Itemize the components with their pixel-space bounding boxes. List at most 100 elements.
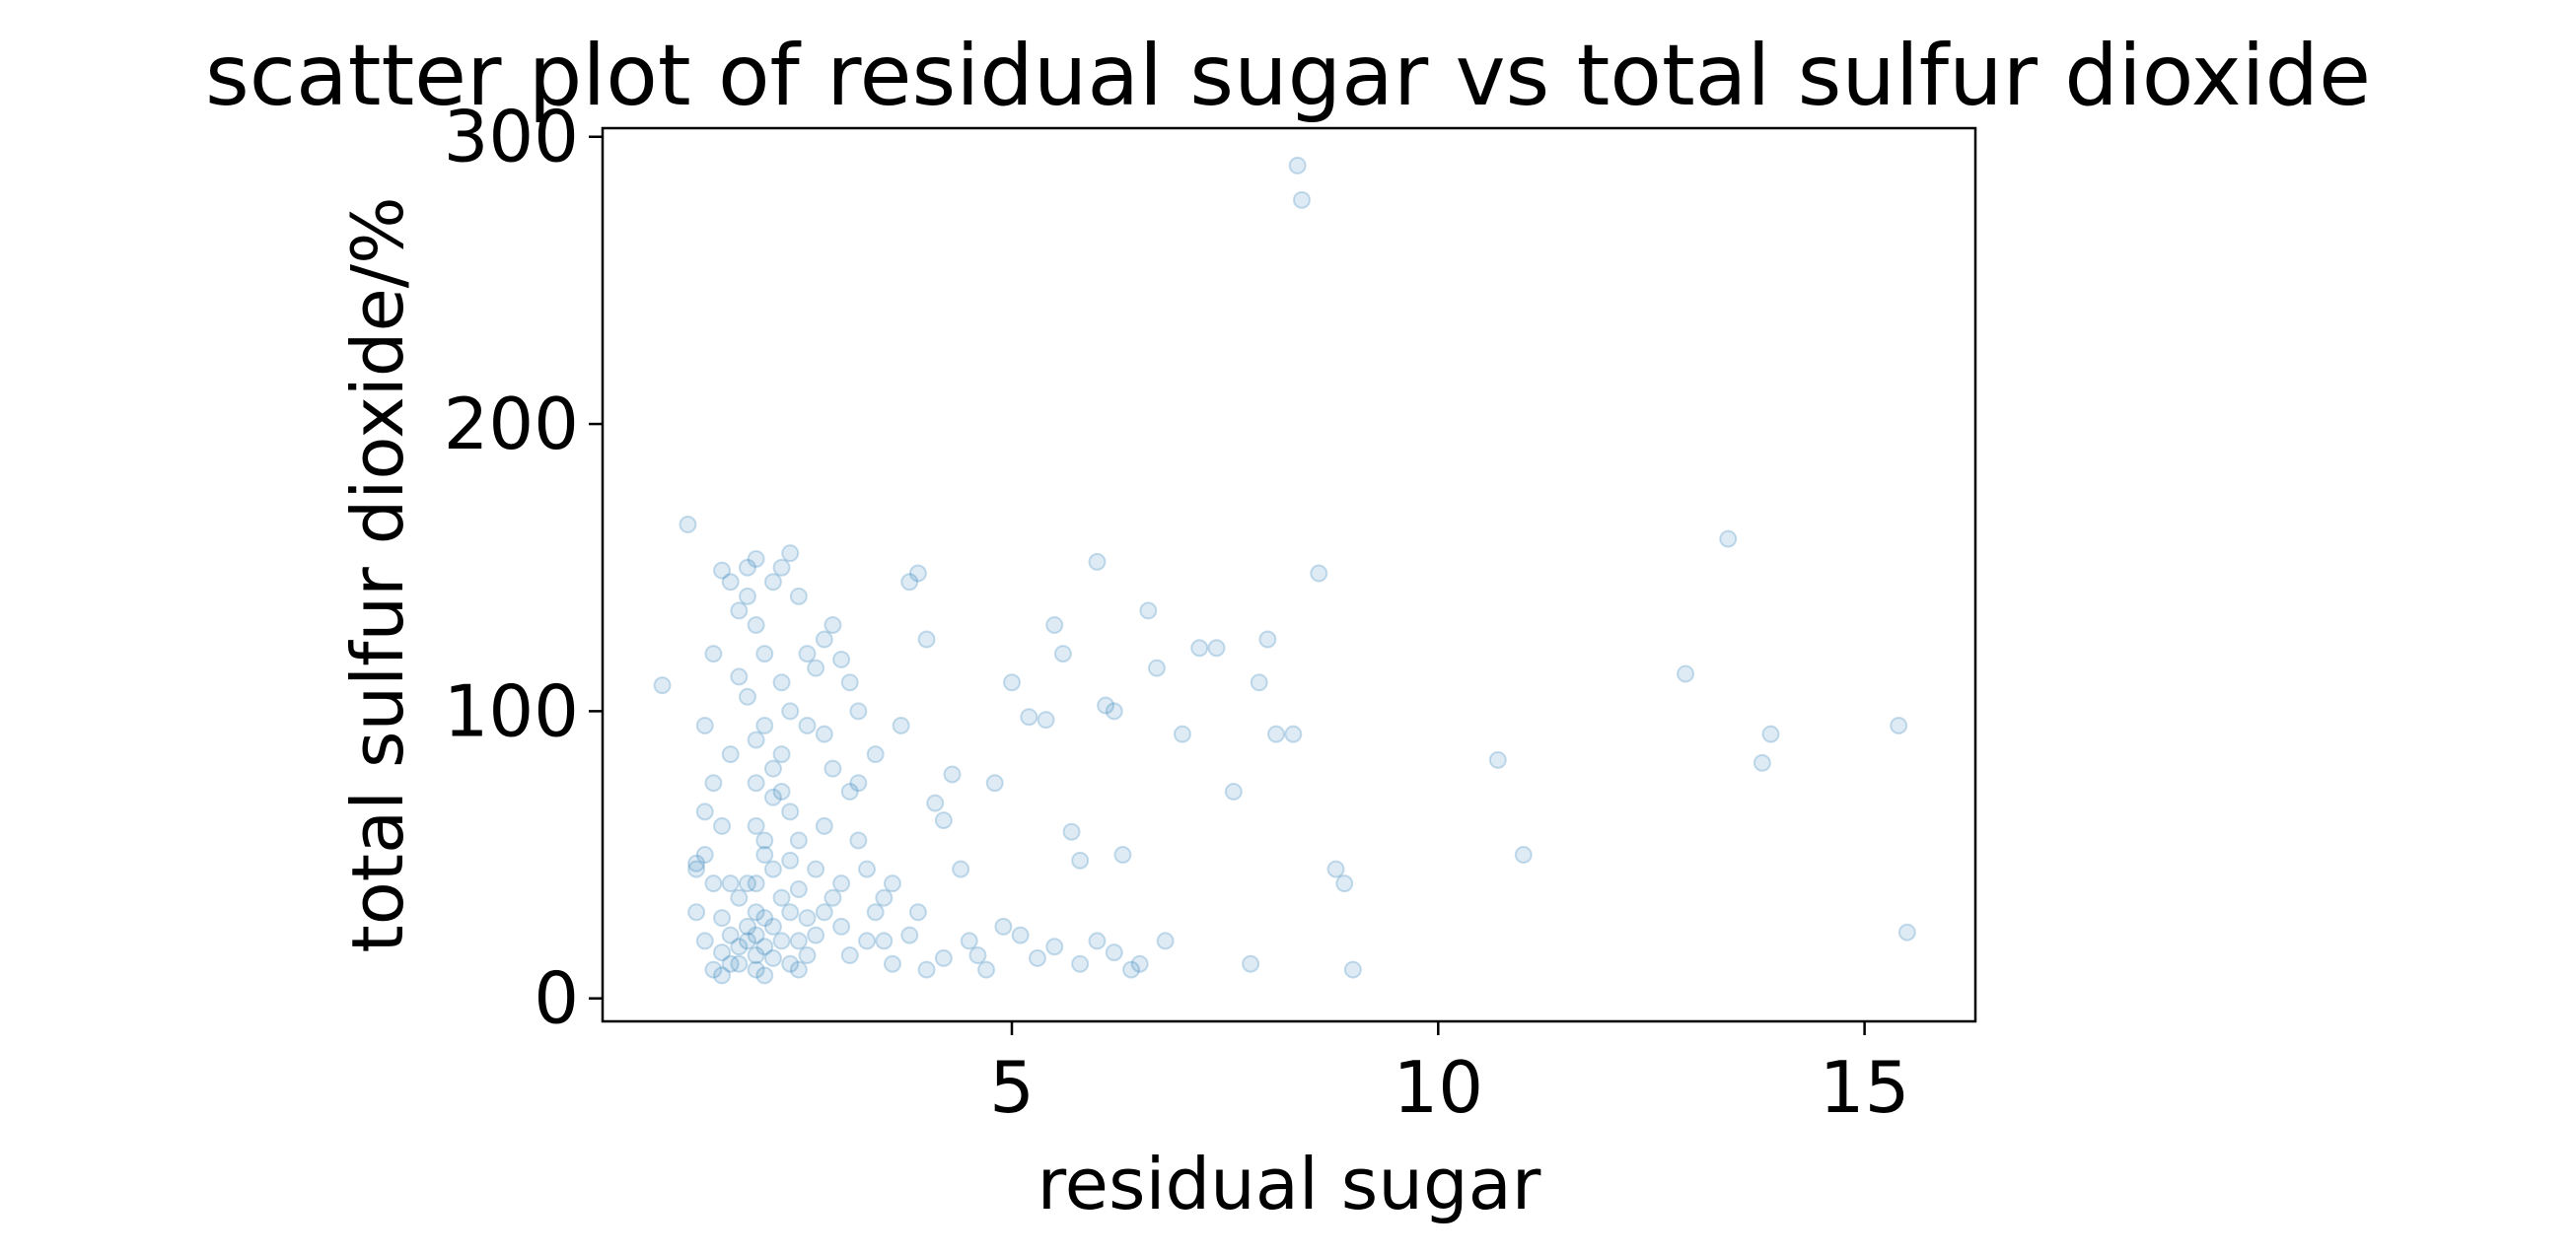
x-tick-label: 10 xyxy=(1393,1046,1483,1129)
scatter-point xyxy=(763,788,782,806)
scatter-point xyxy=(704,774,723,793)
scatter-point xyxy=(1897,923,1916,942)
scatter-point xyxy=(730,667,749,686)
y-tick-label: 100 xyxy=(444,669,579,752)
scatter-point xyxy=(840,782,859,801)
scatter-point xyxy=(798,716,817,734)
scatter-point xyxy=(815,903,833,922)
scatter-point xyxy=(1045,938,1064,956)
scatter-point xyxy=(798,909,817,928)
scatter-point xyxy=(840,945,859,964)
x-tick-label: 15 xyxy=(1820,1046,1910,1129)
scatter-point xyxy=(807,659,825,677)
scatter-point xyxy=(1037,711,1055,730)
scatter-point xyxy=(1045,615,1064,634)
scatter-point xyxy=(747,731,765,749)
scatter-point xyxy=(832,917,851,936)
scatter-point xyxy=(713,816,732,835)
scatter-point xyxy=(704,874,723,893)
scatter-point xyxy=(832,650,851,668)
scatter-point xyxy=(747,549,765,568)
scatter-point xyxy=(1147,659,1166,677)
scatter-point xyxy=(747,926,765,944)
scatter-point xyxy=(738,917,756,936)
scatter-point xyxy=(883,954,901,973)
scatter-point xyxy=(1011,926,1030,944)
scatter-point xyxy=(747,816,765,835)
scatter-point xyxy=(755,716,774,734)
scatter-point xyxy=(730,888,749,907)
scatter-point xyxy=(755,938,774,956)
scatter-point xyxy=(1130,954,1149,973)
scatter-point xyxy=(1139,601,1158,620)
scatter-point xyxy=(849,774,868,793)
scatter-point xyxy=(900,926,919,944)
scatter-point xyxy=(721,874,740,893)
x-axis: 5 10 15 xyxy=(989,1021,1909,1129)
scatter-point xyxy=(815,630,833,649)
scatter-point xyxy=(849,831,868,850)
scatter-point xyxy=(832,874,851,893)
scatter-point xyxy=(772,888,791,907)
scatter-point xyxy=(1071,851,1090,870)
scatter-point xyxy=(781,954,800,973)
scatter-point xyxy=(1105,943,1123,962)
scatter-point xyxy=(1105,702,1123,721)
scatter-point xyxy=(687,860,706,878)
scatter-point xyxy=(1677,664,1695,683)
scatter-point xyxy=(798,945,817,964)
scatter-point xyxy=(1288,156,1307,174)
scatter-point xyxy=(1020,708,1038,727)
points-layer xyxy=(653,156,1916,985)
scatter-point xyxy=(1122,960,1141,979)
scatter-point xyxy=(755,966,774,985)
scatter-point xyxy=(747,874,765,893)
scatter-point xyxy=(900,573,919,592)
scatter-point xyxy=(968,945,987,964)
scatter-point xyxy=(1173,725,1191,743)
scatter-point xyxy=(952,860,970,878)
scatter-point xyxy=(713,561,732,580)
scatter-point xyxy=(1097,696,1115,715)
scatter-point xyxy=(755,909,774,928)
scatter-point xyxy=(730,954,749,973)
scatter-point xyxy=(704,960,723,979)
scatter-point xyxy=(926,794,945,812)
scatter-point xyxy=(695,846,714,865)
scatter-point xyxy=(1326,860,1345,878)
scatter-point xyxy=(1267,725,1286,743)
scatter-point xyxy=(738,558,756,577)
scatter-point xyxy=(1488,750,1507,769)
scatter-point xyxy=(807,860,825,878)
scatter-point xyxy=(1719,529,1738,548)
scatter-point xyxy=(789,932,808,950)
scatter-point xyxy=(730,938,749,956)
scatter-point xyxy=(815,725,833,743)
scatter-point xyxy=(763,759,782,778)
scatter-point xyxy=(1113,846,1132,865)
scatter-point xyxy=(713,909,732,928)
scatter-point xyxy=(1250,673,1268,692)
scatter-point xyxy=(763,573,782,592)
scatter-point xyxy=(1053,645,1072,663)
scatter-point xyxy=(772,558,791,577)
scatter-point xyxy=(781,802,800,821)
scatter-point xyxy=(721,954,740,973)
scatter-point xyxy=(866,745,885,764)
scatter-point xyxy=(755,846,774,865)
scatter-point xyxy=(738,874,756,893)
scatter-point xyxy=(858,932,877,950)
scatter-point xyxy=(1190,639,1209,658)
scatter-point xyxy=(747,615,765,634)
scatter-point xyxy=(1292,190,1311,209)
scatter-point xyxy=(781,544,800,563)
scatter-point xyxy=(934,811,953,830)
scatter-point xyxy=(798,645,817,663)
scatter-point xyxy=(721,926,740,944)
scatter-point xyxy=(679,516,697,534)
scatter-point xyxy=(747,774,765,793)
scatter-point xyxy=(908,564,927,583)
scatter-point xyxy=(721,745,740,764)
scatter-point xyxy=(763,860,782,878)
